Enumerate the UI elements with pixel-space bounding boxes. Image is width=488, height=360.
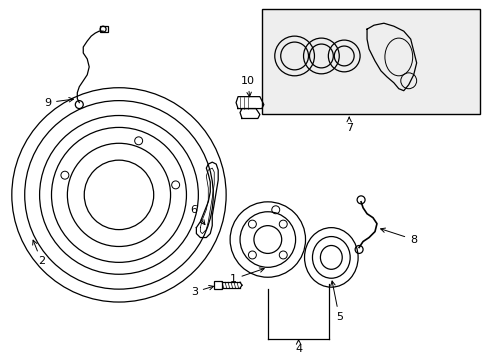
- Text: 1: 1: [229, 268, 264, 284]
- Text: 5: 5: [330, 281, 342, 322]
- Bar: [214, 281, 222, 289]
- Text: 8: 8: [380, 228, 416, 244]
- Text: 3: 3: [190, 285, 213, 297]
- Bar: [262, 9, 479, 113]
- Text: 10: 10: [241, 76, 254, 97]
- Text: 4: 4: [294, 340, 302, 354]
- Text: 2: 2: [33, 240, 45, 266]
- Bar: [100, 26, 108, 32]
- Text: 9: 9: [44, 98, 73, 108]
- Text: 7: 7: [345, 117, 352, 134]
- Text: 6: 6: [189, 205, 204, 225]
